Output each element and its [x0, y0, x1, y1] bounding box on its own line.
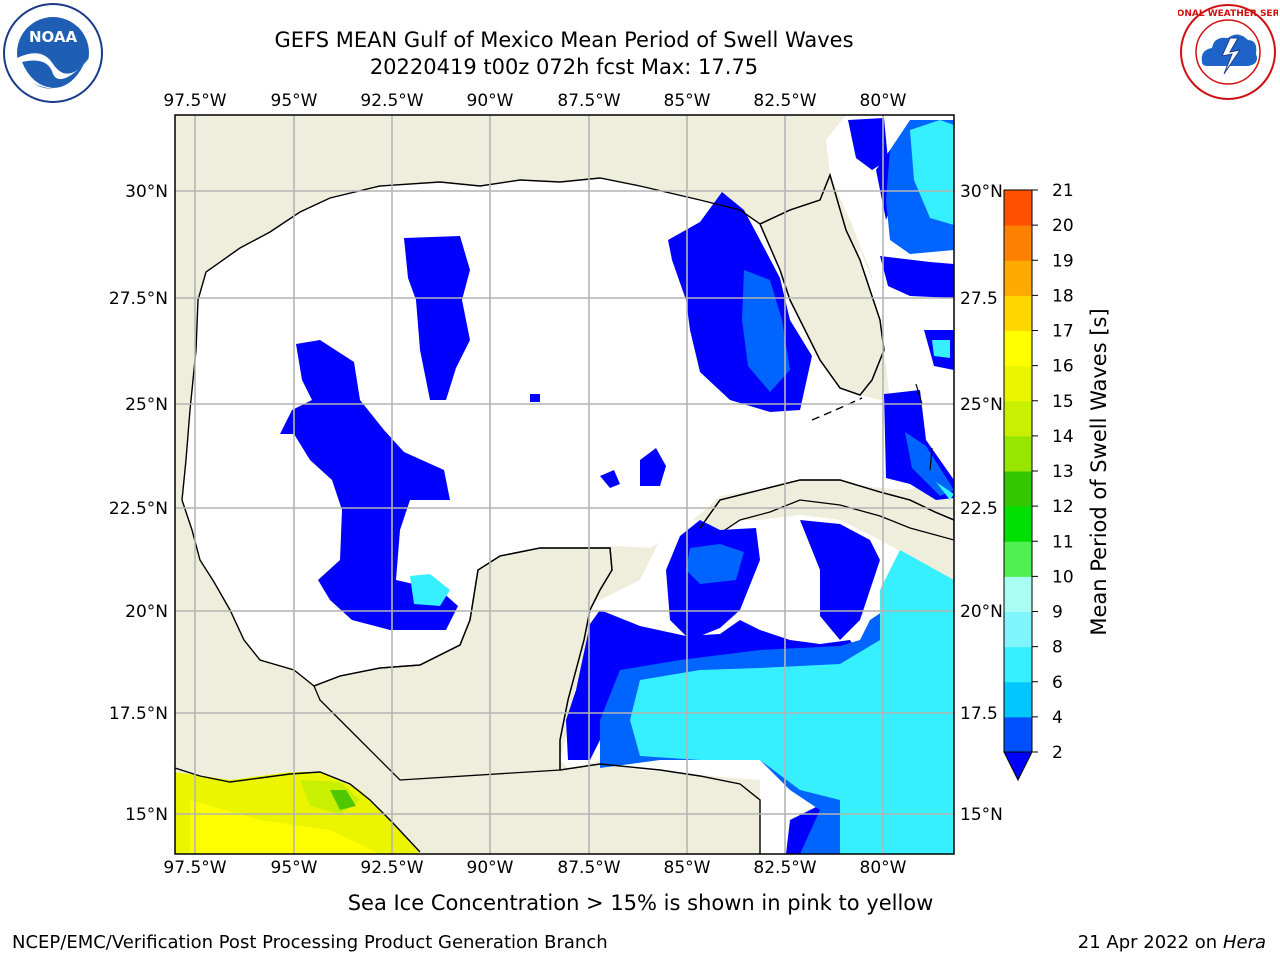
- lat-label-right: 30°N: [960, 182, 1003, 202]
- lat-label-right: 15°N: [960, 805, 1003, 825]
- colorbar-tick-label: 18: [1052, 286, 1074, 306]
- colorbar-segment: [1004, 716, 1032, 753]
- lon-labels-top: 97.5°W 95°W 92.5°W 90°W 87.5°W 85°W 82.5…: [163, 91, 906, 111]
- lon-label-bottom: 80°W: [860, 858, 907, 878]
- colorbar-extend-triangle: [1003, 751, 1033, 782]
- lon-label-top: 95°W: [271, 91, 318, 111]
- colorbar: 2 4 6 8 9 10 11 12 13 14 15 16 17 18 19 20 21: [1003, 181, 1074, 782]
- colorbar-segment: [1004, 611, 1032, 648]
- map-frame: [174, 114, 955, 855]
- colorbar-tick-label: 17: [1052, 322, 1074, 342]
- colorbar-segment: [1004, 646, 1032, 683]
- colorbar-tick-label: 20: [1052, 216, 1074, 236]
- lon-label-bottom: 92.5°W: [360, 858, 423, 878]
- colorbar-segment: [1004, 295, 1032, 331]
- colorbar-segment: [1004, 576, 1032, 612]
- swell-fill-2-4: [280, 118, 954, 854]
- colorbar-tick-label: 16: [1052, 357, 1074, 377]
- colorbar-tick-label: 9: [1052, 603, 1063, 623]
- colorbar-tick-label: 12: [1052, 497, 1074, 517]
- lon-label-bottom: 87.5°W: [557, 858, 620, 878]
- pacific-coastline: [175, 767, 421, 853]
- noaa-logo-text: NOAA: [29, 28, 78, 46]
- lon-label-top: 82.5°W: [753, 91, 816, 111]
- lat-label-left: 22.5°N: [109, 499, 168, 519]
- lon-label-top: 90°W: [467, 91, 514, 111]
- bahamas-coastline: [915, 383, 933, 471]
- colorbar-segment: [1004, 541, 1032, 577]
- lon-label-bottom: 82.5°W: [753, 858, 816, 878]
- central-america-coastline: [559, 763, 761, 854]
- colorbar-segment: [1004, 506, 1032, 542]
- colorbar-segment: [1004, 225, 1032, 261]
- lon-label-bottom: 90°W: [467, 858, 514, 878]
- map-subtitle: 20220419 t00z 072h fcst Max: 17.75: [369, 55, 759, 79]
- lat-labels-left: 30°N 27.5°N 25°N 22.5°N 20°N 17.5°N 15°N: [109, 182, 168, 825]
- lon-label-top: 92.5°W: [360, 91, 423, 111]
- colorbar-tick-label: 2: [1052, 743, 1063, 763]
- map-title: GEFS MEAN Gulf of Mexico Mean Period of …: [274, 28, 854, 52]
- colorbar-tick-label: 11: [1052, 532, 1074, 552]
- noaa-logo: NOAA: [3, 3, 103, 103]
- lon-label-bottom: 97.5°W: [163, 858, 226, 878]
- lat-label-right: 25°N: [960, 395, 1003, 415]
- colorbar-segment: [1004, 330, 1032, 367]
- gulf-coastline: [181, 172, 885, 501]
- colorbar-segment: [1004, 400, 1032, 437]
- colorbar-segment: [1004, 471, 1032, 507]
- lat-labels-right: 30°N 27.5 25°N 22.5 20°N 17.5 15°N: [960, 182, 1003, 825]
- lon-label-top: 97.5°W: [163, 91, 226, 111]
- lat-label-right: 27.5: [960, 289, 998, 309]
- colorbar-tick-label: 6: [1052, 673, 1063, 693]
- lat-label-left: 30°N: [125, 182, 168, 202]
- colorbar-segment: [1004, 681, 1032, 718]
- colorbar-tick-label: 19: [1052, 251, 1074, 271]
- lat-label-right: 22.5: [960, 499, 998, 519]
- lon-label-top: 80°W: [860, 91, 907, 111]
- lon-label-bottom: 85°W: [664, 858, 711, 878]
- colorbar-segment: [1004, 435, 1032, 472]
- footer-machine: Hera: [1222, 932, 1266, 953]
- lon-label-bottom: 95°W: [271, 858, 318, 878]
- lat-label-left: 20°N: [125, 602, 168, 622]
- lat-label-right: 20°N: [960, 602, 1003, 622]
- lon-label-top: 87.5°W: [557, 91, 620, 111]
- colorbar-label: Mean Period of Swell Waves [s]: [1087, 308, 1111, 635]
- footer-credit: NCEP/EMC/Verification Post Processing Pr…: [12, 932, 608, 953]
- sea-ice-caption: Sea Ice Concentration > 15% is shown in …: [347, 891, 934, 915]
- colorbar-segment: [1004, 365, 1032, 402]
- keys-coastline: [811, 397, 863, 421]
- colorbar-segment: [1004, 190, 1032, 226]
- colorbar-tick-label: 21: [1052, 181, 1074, 201]
- lon-label-top: 85°W: [664, 91, 711, 111]
- map-gridlines: [175, 115, 954, 854]
- lon-labels-bottom: 97.5°W 95°W 92.5°W 90°W 87.5°W 85°W 82.5…: [163, 858, 906, 878]
- lat-label-left: 25°N: [125, 395, 168, 415]
- colorbar-tick-label: 15: [1052, 392, 1074, 412]
- colorbar-tick-label: 14: [1052, 427, 1074, 447]
- colorbar-tick-label: 13: [1052, 462, 1074, 482]
- footer-date: 21 Apr 2022 on Hera: [1077, 932, 1266, 953]
- lat-label-right: 17.5: [960, 704, 998, 724]
- colorbar-tick-label: 10: [1052, 567, 1074, 587]
- colorbar-tick-label: 4: [1052, 708, 1063, 728]
- colorbar-tick-label: 8: [1052, 638, 1063, 658]
- lat-label-left: 15°N: [125, 805, 168, 825]
- pacific-yellow-fill: [175, 772, 420, 854]
- colorbar-segment: [1004, 260, 1032, 296]
- lat-label-left: 17.5°N: [109, 704, 168, 724]
- lat-label-left: 27.5°N: [109, 289, 168, 309]
- mexico-coastline: [181, 499, 613, 770]
- nws-logo-text: NATIONAL WEATHER SERVICE: [1178, 9, 1278, 19]
- nws-logo: NATIONAL WEATHER SERVICE: [1178, 4, 1278, 100]
- swell-fill-6-8: [410, 120, 954, 854]
